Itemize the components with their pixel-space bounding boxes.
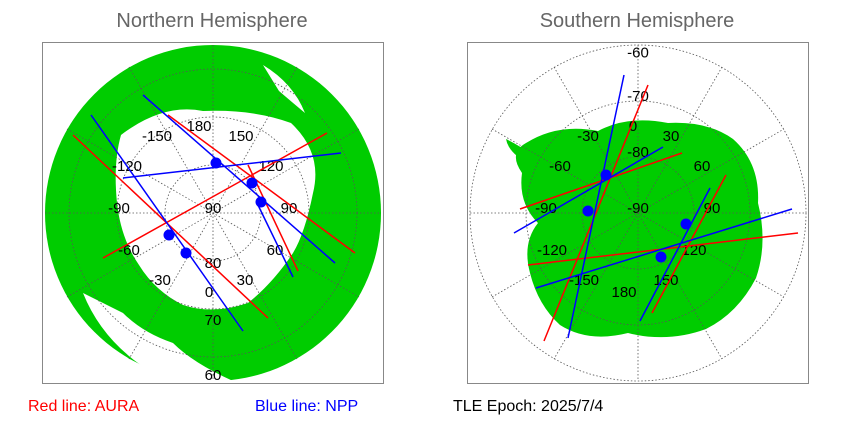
south-lat-label: -90	[627, 200, 649, 217]
aura-legend: Red line: AURA	[28, 398, 140, 415]
npp-track	[256, 202, 294, 278]
north-lon-label: 30	[237, 272, 254, 289]
satellite-position[interactable]	[180, 247, 192, 259]
south-lon-label: -150	[569, 272, 599, 289]
aura-track	[72, 134, 269, 319]
npp-track	[90, 114, 244, 332]
north-lon-label: -30	[149, 272, 171, 289]
satellite-position[interactable]	[582, 205, 594, 217]
north-lon-label: 0	[205, 284, 213, 301]
antarctica-land	[515, 120, 763, 338]
north-lon-label: 180	[186, 118, 211, 135]
north-orbit-tracks	[72, 94, 356, 332]
south-lon-label: 60	[694, 158, 711, 175]
satellite-position[interactable]	[600, 169, 612, 181]
south-lat-label: -80	[627, 144, 649, 161]
npp-track	[535, 208, 793, 289]
north-lon-label: 90	[281, 200, 298, 217]
north-map-svg: 180 150 120 90 60 30 0 -30 -60 -90 -120 …	[45, 45, 381, 383]
north-lon-label: -60	[118, 242, 140, 259]
satellite-position[interactable]	[255, 196, 267, 208]
north-lat-label: 80	[205, 255, 222, 272]
satellite-position[interactable]	[210, 157, 222, 169]
npp-track	[122, 152, 342, 179]
antarctic-peninsula	[506, 139, 532, 161]
satellite-position[interactable]	[163, 229, 175, 241]
south-lon-label: -60	[549, 158, 571, 175]
north-arctic-ocean	[115, 109, 316, 310]
south-map[interactable]: 0 30 60 90 120 150 180 -150 -120 -90 -60…	[467, 42, 809, 384]
south-lon-label: -30	[577, 128, 599, 145]
north-lat-label: 90	[205, 200, 222, 217]
north-lat-label: 70	[205, 312, 222, 329]
npp-track	[639, 187, 711, 322]
north-satellite-markers	[163, 157, 267, 259]
south-lon-label: -120	[537, 242, 567, 259]
south-lon-label: 90	[704, 200, 721, 217]
north-title: Northern Hemisphere	[116, 10, 308, 32]
south-lat-label: -70	[627, 88, 649, 105]
aura-track	[167, 114, 356, 254]
north-map[interactable]: 180 150 120 90 60 30 0 -30 -60 -90 -120 …	[42, 42, 384, 384]
satellite-position[interactable]	[246, 177, 258, 189]
south-satellite-markers	[582, 169, 692, 263]
north-lon-label: 150	[228, 128, 253, 145]
aura-track	[543, 84, 649, 342]
satellite-position[interactable]	[680, 218, 692, 230]
npp-legend: Blue line: NPP	[255, 398, 359, 415]
north-lat-label: 60	[205, 367, 222, 383]
south-lon-label: 30	[663, 128, 680, 145]
south-lat-label: -60	[627, 44, 649, 61]
north-lon-label: -150	[142, 128, 172, 145]
npp-track	[567, 74, 625, 339]
npp-track	[513, 146, 664, 234]
south-lon-label: 0	[629, 118, 637, 135]
north-lon-label: 60	[267, 242, 284, 259]
north-lon-label: -90	[108, 200, 130, 217]
npp-track	[142, 94, 336, 264]
south-lon-label: -90	[535, 200, 557, 217]
tle-epoch: TLE Epoch: 2025/7/4	[453, 398, 604, 415]
satellite-position[interactable]	[655, 251, 667, 263]
aura-track	[651, 174, 727, 314]
south-lon-label: 180	[611, 284, 636, 301]
south-orbit-tracks	[513, 74, 799, 342]
north-atlantic-ocean	[83, 293, 233, 383]
south-graticule	[470, 45, 806, 381]
south-map-svg: 0 30 60 90 120 150 180 -150 -120 -90 -60…	[469, 44, 807, 382]
aura-track	[102, 132, 328, 259]
south-title: Southern Hemisphere	[539, 10, 735, 32]
